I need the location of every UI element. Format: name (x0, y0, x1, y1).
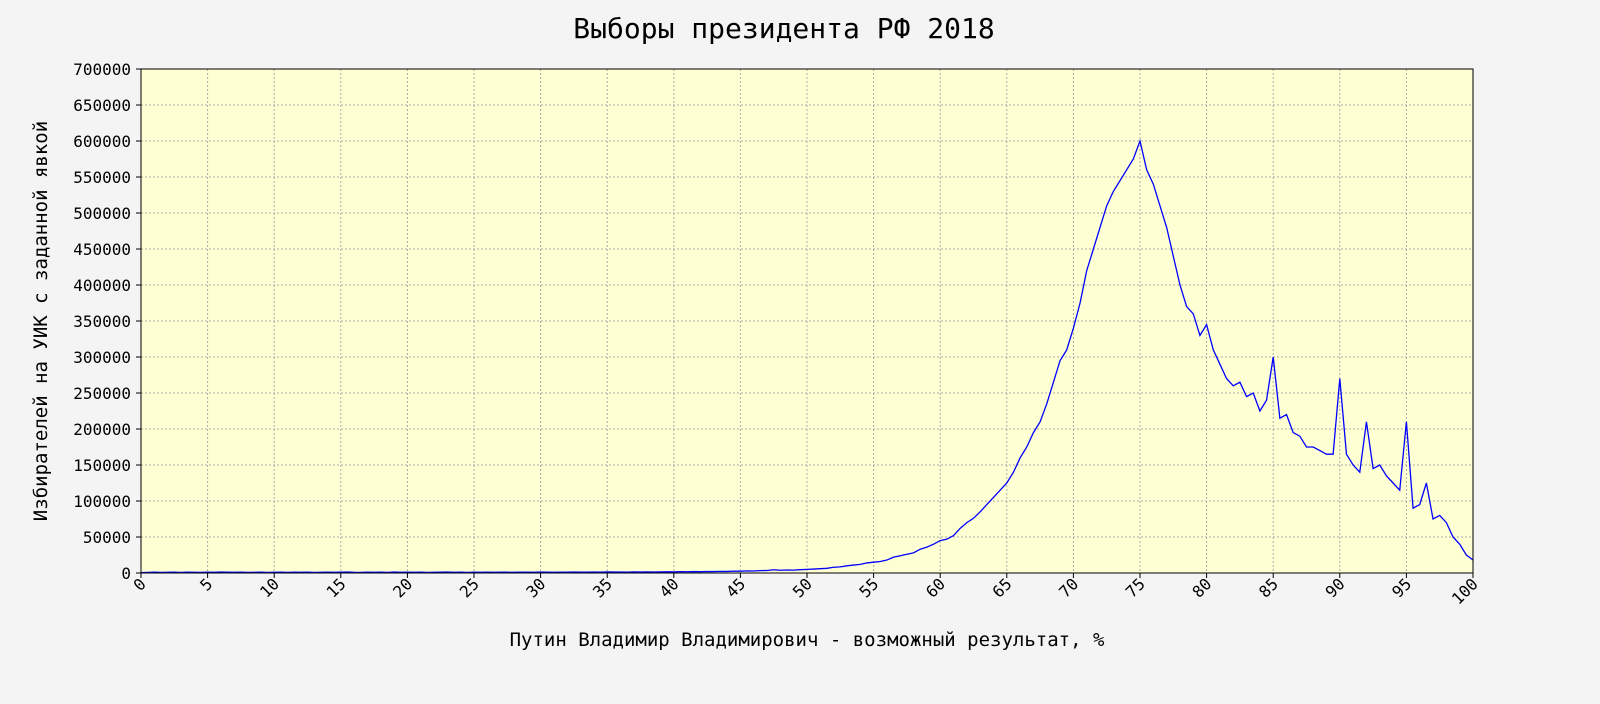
x-tick-label: 15 (323, 574, 350, 601)
y-tick-label: 450000 (73, 240, 131, 259)
x-tick-label: 40 (656, 574, 683, 601)
x-tick-label: 85 (1255, 574, 1282, 601)
x-tick-label: 50 (789, 574, 816, 601)
x-tick-label: 0 (130, 574, 150, 594)
y-tick-label: 50000 (83, 528, 131, 547)
data-line (140, 138, 1474, 574)
x-tick-label: 80 (1188, 574, 1215, 601)
x-tick-label: 55 (855, 574, 882, 601)
y-tick-label: 400000 (73, 276, 131, 295)
x-tick-label: 95 (1388, 574, 1415, 601)
plot-frame (140, 68, 1474, 574)
x-tick-label: 70 (1055, 574, 1082, 601)
y-tick-label: 150000 (73, 456, 131, 475)
chart-title: Выборы президента РФ 2018 (573, 12, 994, 45)
y-tick-label: 350000 (73, 312, 131, 331)
y-tick-label: 300000 (73, 348, 131, 367)
y-tick-label: 500000 (73, 204, 131, 223)
y-tick-label: 100000 (73, 492, 131, 511)
x-tick-label: 65 (989, 574, 1016, 601)
y-axis-label: Избирателей на УИК с заданной явкой (30, 121, 52, 521)
y-tick-label: 600000 (73, 132, 131, 151)
y-tick-label: 200000 (73, 420, 131, 439)
x-tick-label: 25 (456, 574, 483, 601)
x-tick-label: 60 (922, 574, 949, 601)
y-tick-label: 650000 (73, 96, 131, 115)
x-tick-label: 30 (522, 574, 549, 601)
x-axis-label: Путин Владимир Владимирович - возможный … (510, 629, 1105, 651)
x-tick-label: 75 (1122, 574, 1149, 601)
y-tick-label: 0 (121, 564, 131, 583)
x-tick-label: 100 (1448, 574, 1482, 608)
x-tick-label: 10 (256, 574, 283, 601)
y-tick-label: 700000 (73, 60, 131, 79)
y-tick-label: 250000 (73, 384, 131, 403)
y-tick-label: 550000 (73, 168, 131, 187)
x-tick-label: 20 (389, 574, 416, 601)
x-tick-label: 5 (196, 574, 216, 594)
x-tick-label: 45 (722, 574, 749, 601)
x-tick-label: 90 (1322, 574, 1349, 601)
x-tick-label: 35 (589, 574, 616, 601)
